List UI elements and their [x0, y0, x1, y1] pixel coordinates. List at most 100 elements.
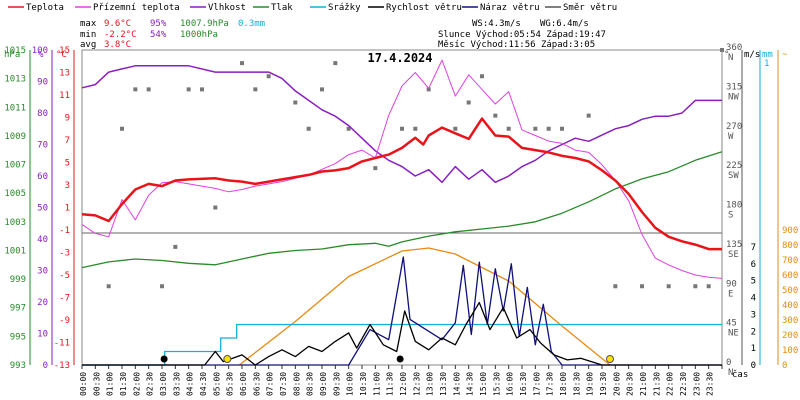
chart-title: 17.4.2024 [367, 51, 432, 65]
dir-name-label: N [728, 368, 733, 378]
c-tick-label: -1 [59, 226, 70, 236]
hpa-tick-label: 1001 [4, 246, 26, 256]
x-axis-label: čas [732, 369, 748, 380]
pct-tick-label: 0 [43, 361, 48, 371]
dir-name-label: S [728, 211, 733, 221]
legend-label: Přízemní teplota [93, 3, 180, 13]
stat-sun: Slunce Východ:05:54 Západ:19:47 [438, 30, 606, 40]
ms-tick-label: 2 [751, 327, 756, 337]
hpa-tick-label: 1013 [4, 75, 26, 85]
moonset-marker [160, 355, 168, 363]
wind-direction-point [346, 126, 351, 131]
c-tick-label: 7 [65, 136, 70, 146]
x-tick-label: 10:00 [346, 372, 355, 396]
c-tick-label: 13 [59, 69, 70, 79]
stat-min-temp: -2.2°C [104, 30, 137, 40]
c-tick-label: 15 [59, 46, 70, 56]
ms-tick-label: 7 [751, 243, 756, 253]
x-tick-label: 01:30 [119, 372, 128, 396]
pct-tick-label: 50 [37, 204, 48, 214]
c-tick-label: 9 [65, 114, 70, 124]
wind-direction-point [506, 126, 511, 131]
x-tick-label: 02:30 [146, 372, 155, 396]
km-tick-label: 100 [782, 346, 798, 356]
km-tick-label: 300 [782, 316, 798, 326]
wind-direction-point [133, 87, 138, 92]
stat-wg: WG:6.4m/s [540, 19, 589, 29]
legend-label: Rychlost větru [386, 3, 462, 13]
wind-direction-point [160, 284, 164, 289]
wind-speed-line [82, 301, 722, 366]
x-tick-label: 16:30 [519, 372, 528, 396]
stat-avg-temp: 3.8°C [104, 40, 131, 50]
x-tick-label: 01:00 [106, 372, 115, 396]
stat-max-rain: 0.3mm [238, 19, 265, 29]
wind-direction-point [466, 100, 471, 105]
x-tick-label: 15:00 [479, 372, 488, 396]
sunrise-marker [223, 355, 232, 363]
c-tick-label: 5 [65, 159, 70, 169]
c-tick-label: -5 [59, 271, 70, 281]
stat-min-hum: 54% [150, 30, 167, 40]
x-tick-label: 08:30 [306, 372, 315, 396]
hpa-tick-label: 997 [10, 304, 26, 314]
hpa-tick-label: 993 [10, 361, 26, 371]
x-tick-label: 19:00 [586, 372, 595, 396]
c-tick-label: -3 [59, 249, 70, 259]
km-tick-label: 800 [782, 241, 798, 251]
x-tick-label: 06:30 [252, 372, 261, 396]
dir-tick-label: 0 [726, 358, 731, 368]
stat-ws: WS:4.3m/s [472, 19, 521, 29]
wind-direction-point [546, 126, 551, 131]
x-tick-label: 11:00 [372, 372, 381, 396]
x-tick-label: 07:30 [279, 372, 288, 396]
wind-direction-point [720, 48, 724, 52]
dir-name-label: SE [728, 250, 739, 260]
pct-tick-label: 80 [37, 109, 48, 119]
legend-label: Teplota [26, 3, 64, 13]
x-tick-label: 12:30 [412, 372, 421, 396]
km-tick-label: 500 [782, 286, 798, 296]
pct-tick-label: 40 [37, 235, 48, 245]
wind-direction-point [213, 205, 218, 210]
dir-tick-label: 90 [726, 279, 737, 289]
km-tick-label: 0 [782, 361, 787, 371]
dir-tick-label: 135 [726, 240, 742, 250]
plot-area [81, 49, 723, 366]
x-tick-label: 11:30 [386, 372, 395, 396]
stat-max-label: max [80, 19, 97, 29]
x-tick-label: 14:00 [452, 372, 461, 396]
dir-tick-label: 45 [726, 319, 737, 329]
wind-direction-point [320, 87, 324, 92]
x-tick-label: 00:30 [92, 372, 101, 396]
x-tick-label: 22:00 [666, 372, 675, 396]
pct-tick-label: 20 [37, 298, 48, 308]
km-tick-label: 700 [782, 256, 798, 266]
dir-name-label: SW [728, 171, 739, 181]
x-tick-label: 10:30 [359, 372, 368, 396]
legend-label: Tlak [271, 3, 293, 13]
x-tick-label: 07:00 [266, 372, 275, 396]
hpa-tick-label: 1009 [4, 132, 26, 142]
x-tick-label: 21:00 [639, 372, 648, 396]
pct-tick-label: 10 [37, 330, 48, 340]
x-tick-label: 19:30 [599, 372, 608, 396]
dir-tick-label: 180 [726, 201, 742, 211]
x-tick-label: 21:30 [652, 372, 661, 396]
wind-direction-point [413, 126, 418, 131]
temperature-line [81, 117, 722, 251]
humidity-line [81, 65, 722, 184]
hpa-tick-label: 999 [10, 275, 26, 285]
wind-direction-point [266, 74, 271, 79]
ms-tick-label: 1 [751, 344, 756, 354]
deg-unit: ° [724, 50, 729, 60]
c-unit: °C [56, 50, 67, 60]
dir-tick-label: 225 [726, 161, 742, 171]
wind-direction-point [333, 61, 338, 66]
wind-direction-point [693, 284, 698, 289]
moonrise-marker [396, 355, 404, 363]
pct-tick-label: 60 [37, 172, 48, 182]
wind-gust-line [82, 256, 722, 366]
hpa-tick-label: 1005 [4, 189, 26, 199]
